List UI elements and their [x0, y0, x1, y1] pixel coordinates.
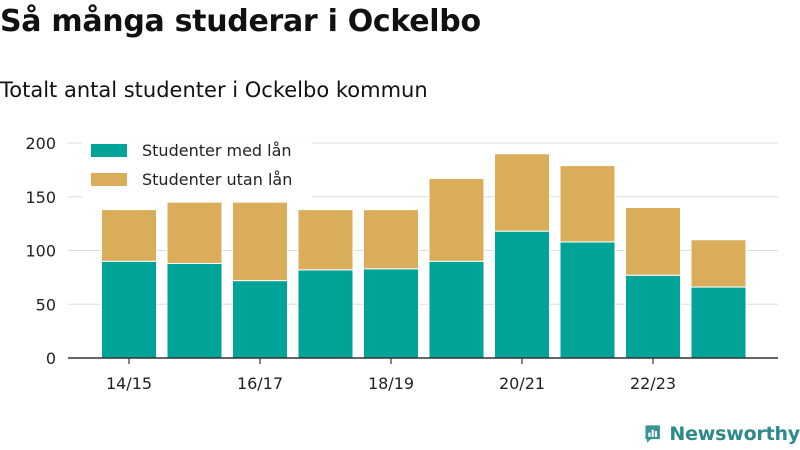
- y-tick-label: 100: [25, 242, 56, 261]
- bar-segment-without-loan: [428, 177, 485, 262]
- bar-segment-with-loan: [363, 268, 419, 359]
- legend: Studenter med lån Studenter utan lån: [82, 136, 312, 198]
- y-tick-label: 50: [36, 295, 56, 314]
- brand-name: Newsworthy: [669, 423, 800, 445]
- x-tick-label: 20/21: [499, 374, 545, 393]
- bar-segment-with-loan: [690, 286, 747, 359]
- x-tick-label: 14/15: [106, 374, 152, 393]
- legend-swatch: [91, 173, 127, 186]
- bar-segment-without-loan: [625, 207, 681, 276]
- legend-label: Studenter med lån: [142, 141, 292, 160]
- y-tick-label: 150: [25, 188, 56, 207]
- chart-title: Så många studerar i Ockelbo: [0, 4, 481, 39]
- bar-segment-without-loan: [232, 201, 288, 282]
- bar-segment-without-loan: [559, 165, 616, 243]
- x-tick-label: 22/23: [630, 374, 676, 393]
- bar-segment-without-loan: [690, 239, 747, 288]
- bar-segment-without-loan: [166, 201, 223, 264]
- bar-segment-with-loan: [625, 274, 681, 359]
- bar-segment-with-loan: [494, 230, 550, 359]
- y-axis-ticks: 0 50 100 150 200: [25, 134, 56, 368]
- y-tick-label: 200: [25, 134, 56, 153]
- bar-segment-with-loan: [232, 280, 288, 359]
- bar-segment-with-loan: [297, 269, 354, 359]
- chart-subtitle: Totalt antal studenter i Ockelbo kommun: [0, 78, 428, 102]
- bar-segment-without-loan: [297, 209, 354, 271]
- bar-segment-with-loan: [166, 262, 223, 359]
- bar-segment-with-loan: [101, 260, 157, 359]
- bar-chart-logo-icon: [645, 425, 660, 443]
- legend-label: Studenter utan lån: [142, 170, 292, 189]
- bar-segment-with-loan: [428, 260, 485, 359]
- bar-segment-without-loan: [363, 209, 419, 270]
- bar-segment-with-loan: [559, 241, 616, 359]
- x-tick-label: 16/17: [237, 374, 283, 393]
- x-axis-ticks: 14/15 16/17 18/19 20/21 22/23: [106, 358, 676, 393]
- bar-segment-without-loan: [494, 153, 550, 232]
- stacked-bar-chart: 0 50 100 150 200 14/15 16/17 18/19 20/21 22/23 S…: [25, 134, 778, 393]
- newsworthy-logo: Newsworthy: [644, 421, 800, 447]
- legend-swatch: [91, 144, 127, 157]
- bar-segment-without-loan: [101, 209, 157, 262]
- y-tick-label: 0: [46, 349, 56, 368]
- x-tick-label: 18/19: [368, 374, 414, 393]
